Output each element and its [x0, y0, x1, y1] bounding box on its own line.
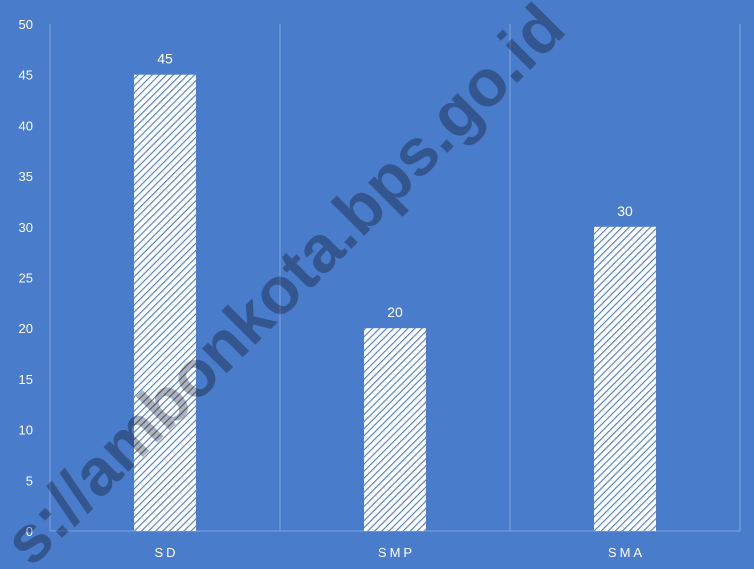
- y-tick-label: 15: [19, 372, 33, 387]
- y-tick-label: 35: [19, 169, 33, 184]
- bar-sma: [594, 226, 656, 532]
- bars: [134, 74, 656, 532]
- labels: 0 5 10 15 20 25 30 35 40 45 50 45 SD 20 SMP 30 SMA: [19, 17, 645, 560]
- category-label-smp: SMP: [378, 545, 415, 560]
- y-tick-label: 40: [19, 118, 33, 133]
- bar-sd: [134, 74, 196, 531]
- data-label-sd: 45: [157, 51, 173, 67]
- y-tick-label: 20: [19, 321, 33, 336]
- y-tick-label: 30: [19, 220, 33, 235]
- y-tick-label: 5: [26, 473, 33, 488]
- y-tick-label: 25: [19, 271, 33, 286]
- y-tick-label: 45: [19, 68, 33, 83]
- y-tick-label: 0: [26, 524, 33, 539]
- y-tick-label: 50: [19, 17, 33, 32]
- data-label-sma: 30: [617, 203, 633, 219]
- category-label-sd: SD: [154, 545, 178, 560]
- data-label-smp: 20: [387, 304, 403, 320]
- y-tick-label: 10: [19, 423, 33, 438]
- category-label-sma: SMA: [608, 545, 645, 560]
- bar-smp: [364, 328, 426, 531]
